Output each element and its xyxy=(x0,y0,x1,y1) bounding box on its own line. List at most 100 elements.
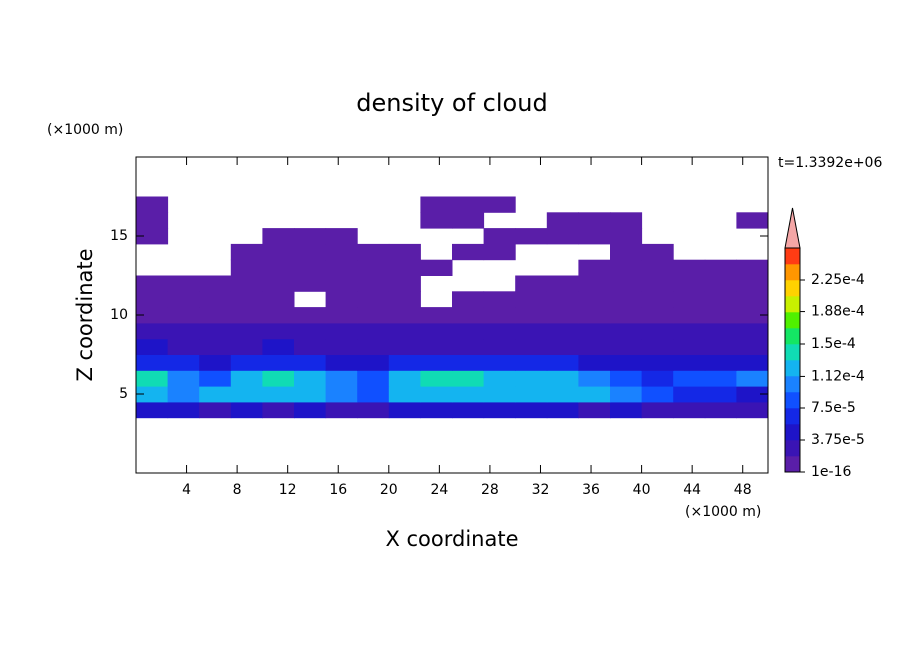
contour-cell xyxy=(452,338,485,355)
contour-cell xyxy=(452,354,485,371)
contour-cell xyxy=(420,338,453,355)
contour-cell xyxy=(546,386,579,403)
contour-cell xyxy=(388,259,421,276)
contour-cell xyxy=(483,196,516,213)
contour-cell xyxy=(388,275,421,292)
contour-cell xyxy=(610,212,643,229)
contour-cell xyxy=(199,275,232,292)
contour-cell xyxy=(262,338,295,355)
contour-cell xyxy=(452,243,485,261)
contour-cell xyxy=(230,322,263,340)
contour-cell xyxy=(641,386,674,403)
contour-cell xyxy=(167,322,200,340)
contour-cell xyxy=(325,370,358,387)
contour-cell xyxy=(136,354,169,371)
contour-cell xyxy=(357,401,390,419)
contour-cell xyxy=(704,259,737,276)
colorbar-band xyxy=(785,264,800,281)
contour-cell xyxy=(167,370,200,387)
contour-cell xyxy=(325,322,358,340)
contour-cell xyxy=(167,354,200,371)
y-tick-label: 15 xyxy=(110,228,128,244)
contour-cell xyxy=(262,291,295,308)
x-tick-label: 36 xyxy=(582,482,600,498)
contour-cell xyxy=(578,354,611,371)
contour-cell xyxy=(736,401,768,419)
contour-cell xyxy=(325,401,358,419)
contour-cell xyxy=(136,370,169,387)
contour-cell xyxy=(610,401,643,419)
contour-cell xyxy=(167,291,200,308)
contour-cell xyxy=(167,338,200,355)
contour-cell xyxy=(704,401,737,419)
contour-cell xyxy=(736,307,768,324)
contour-cell xyxy=(515,228,548,245)
chart-title: density of cloud xyxy=(356,89,547,117)
contour-cell xyxy=(357,307,390,324)
contour-cell xyxy=(515,338,548,355)
contour-cell xyxy=(704,291,737,308)
contour-cell xyxy=(610,291,643,308)
contour-cell xyxy=(641,243,674,261)
contour-cell xyxy=(294,386,327,403)
contour-cell xyxy=(325,275,358,292)
contour-cell xyxy=(673,338,706,355)
contour-cell xyxy=(546,307,579,324)
contour-cell xyxy=(483,401,516,419)
contour-cell xyxy=(136,228,169,245)
x-tick-label: 40 xyxy=(633,482,651,498)
contour-cell xyxy=(641,275,674,292)
contour-cell xyxy=(736,259,768,276)
contour-cell xyxy=(199,354,232,371)
contour-cell xyxy=(610,228,643,245)
contour-cell xyxy=(704,370,737,387)
contour-cell xyxy=(578,370,611,387)
contour-cell xyxy=(262,228,295,245)
x-unit: (×1000 m) xyxy=(685,504,761,520)
contour-cell xyxy=(483,322,516,340)
contour-cell xyxy=(388,338,421,355)
contour-cell xyxy=(136,386,169,403)
contour-cell xyxy=(325,338,358,355)
colorbar-band xyxy=(785,344,800,361)
contour-cell xyxy=(230,386,263,403)
contour-cell xyxy=(230,243,263,261)
colorbar-band xyxy=(785,280,800,297)
contour-cell xyxy=(483,291,516,308)
contour-cell xyxy=(673,386,706,403)
contour-cell xyxy=(483,354,516,371)
x-tick-label: 28 xyxy=(481,482,499,498)
contour-cell xyxy=(578,275,611,292)
contour-cell xyxy=(136,275,169,292)
contour-cell xyxy=(515,386,548,403)
contour-cell xyxy=(578,338,611,355)
colorbar-tick-label: 1.12e-4 xyxy=(811,368,865,384)
contour-cell xyxy=(610,386,643,403)
contour-cell xyxy=(357,275,390,292)
x-tick-label: 24 xyxy=(430,482,448,498)
contour-cell xyxy=(546,212,579,229)
contour-cell xyxy=(357,338,390,355)
y-unit: (×1000 m) xyxy=(47,122,123,138)
contour-cell xyxy=(736,322,768,340)
contour-cell xyxy=(230,291,263,308)
y-tick-label: 10 xyxy=(110,307,128,323)
colorbar-tick-label: 2.25e-4 xyxy=(811,272,865,288)
contour-cell xyxy=(420,401,453,419)
contour-cell xyxy=(578,401,611,419)
contour-cell xyxy=(167,386,200,403)
contour-cell xyxy=(136,401,169,419)
contour-cell xyxy=(199,370,232,387)
contour-cell xyxy=(546,401,579,419)
contour-cell xyxy=(294,401,327,419)
contour-cell xyxy=(420,307,453,324)
contour-cell xyxy=(357,386,390,403)
contour-cell xyxy=(262,354,295,371)
contour-cell xyxy=(673,291,706,308)
contour-cell xyxy=(515,275,548,292)
contour-cell xyxy=(357,322,390,340)
contour-cell xyxy=(420,196,453,213)
x-axis-label: X coordinate xyxy=(385,527,518,551)
contour-cell xyxy=(325,228,358,245)
